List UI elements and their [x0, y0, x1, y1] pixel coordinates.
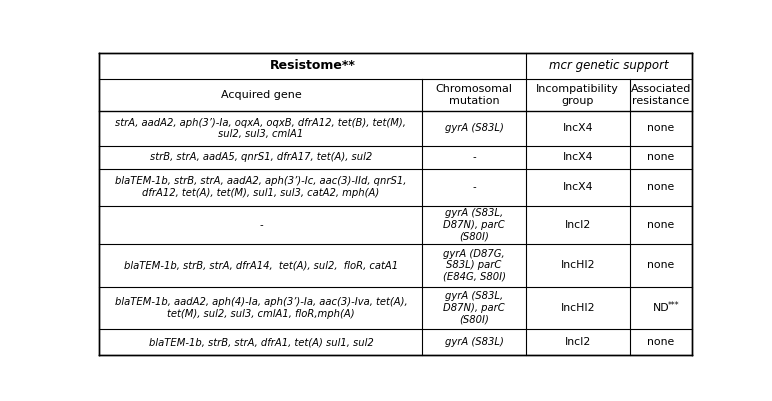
- Text: Resistome**: Resistome**: [269, 59, 356, 72]
- Text: strA, aadA2, aph(3’)-Ia, oqxA, oqxB, dfrA12, tet(B), tet(M),
sul2, sul3, cmlA1: strA, aadA2, aph(3’)-Ia, oqxA, oqxB, dfr…: [116, 117, 406, 139]
- Text: Chromosomal
mutation: Chromosomal mutation: [435, 84, 513, 105]
- Text: -: -: [259, 220, 262, 230]
- Text: IncX4: IncX4: [563, 152, 593, 162]
- Text: gyrA (S83L): gyrA (S83L): [445, 337, 503, 347]
- Text: IncI2: IncI2: [564, 220, 591, 230]
- Text: -: -: [472, 152, 476, 162]
- Text: -: -: [472, 182, 476, 192]
- Text: IncHI2: IncHI2: [560, 303, 595, 313]
- Text: mcr genetic support: mcr genetic support: [549, 59, 669, 72]
- Text: ***: ***: [668, 301, 679, 310]
- Text: blaTEM-1b, strB, strA, dfrA1, tet(A) sul1, sul2: blaTEM-1b, strB, strA, dfrA1, tet(A) sul…: [148, 337, 374, 347]
- Text: ND: ND: [652, 303, 669, 313]
- Text: IncX4: IncX4: [563, 124, 593, 134]
- Text: gyrA (S83L): gyrA (S83L): [445, 124, 503, 134]
- Text: blaTEM-1b, strB, strA, aadA2, aph(3’)-Ic, aac(3)-IId, qnrS1,
dfrA12, tet(A), tet: blaTEM-1b, strB, strA, aadA2, aph(3’)-Ic…: [115, 176, 407, 198]
- Text: none: none: [647, 152, 674, 162]
- Text: none: none: [647, 337, 674, 347]
- Text: blaTEM-1b, aadA2, aph(4)-Ia, aph(3’)-Ia, aac(3)-Iva, tet(A),
tet(M), sul2, sul3,: blaTEM-1b, aadA2, aph(4)-Ia, aph(3’)-Ia,…: [114, 297, 407, 319]
- Text: none: none: [647, 182, 674, 192]
- Text: Incompatibility
group: Incompatibility group: [537, 84, 619, 105]
- Text: blaTEM-1b, strB, strA, dfrA14,  tet(A), sul2,  floR, catA1: blaTEM-1b, strB, strA, dfrA14, tet(A), s…: [124, 260, 398, 270]
- Text: gyrA (D87G,
S83L) parC
(E84G, S80I): gyrA (D87G, S83L) parC (E84G, S80I): [442, 249, 506, 282]
- Text: IncI2: IncI2: [564, 337, 591, 347]
- Text: gyrA (S83L,
D87N), parC
(S80I): gyrA (S83L, D87N), parC (S80I): [443, 208, 505, 241]
- Text: IncX4: IncX4: [563, 182, 593, 192]
- Text: Acquired gene: Acquired gene: [221, 90, 301, 100]
- Text: none: none: [647, 124, 674, 134]
- Text: strB, strA, aadA5, qnrS1, dfrA17, tet(A), sul2: strB, strA, aadA5, qnrS1, dfrA17, tet(A)…: [150, 152, 372, 162]
- Text: none: none: [647, 260, 674, 270]
- Text: Associated
resistance: Associated resistance: [631, 84, 691, 105]
- Text: gyrA (S83L,
D87N), parC
(S80I): gyrA (S83L, D87N), parC (S80I): [443, 292, 505, 324]
- Text: none: none: [647, 220, 674, 230]
- Text: IncHI2: IncHI2: [560, 260, 595, 270]
